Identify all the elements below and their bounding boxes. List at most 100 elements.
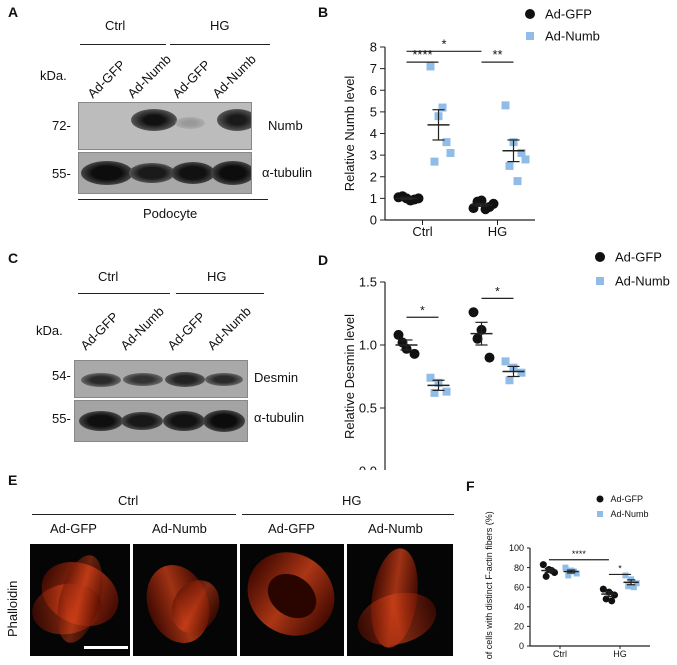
panel-b-y-tick-label: 5: [370, 104, 377, 119]
panel-a-letter: A: [8, 4, 19, 20]
panel-e-hg-bracket: [242, 514, 454, 515]
panel-d-legend-marker-numb: [596, 277, 604, 285]
panel-d-point-numb: [442, 387, 451, 396]
panel-b-point-numb: [426, 62, 435, 71]
panel-a-marker-72: 72-: [52, 118, 71, 133]
panel-f-point-numb: [633, 580, 640, 587]
panel-f-point-gfp: [608, 597, 616, 605]
panel-c-tubulin-blot: [74, 400, 248, 442]
micrograph-ctrl-ad-numb: [133, 544, 237, 656]
panel-b-category-label: HG: [488, 224, 508, 239]
panel-f-y-tick-label: 60: [514, 582, 524, 592]
panel-f-point-numb: [625, 583, 632, 590]
panel-c-group-hg: HG: [207, 269, 227, 284]
panel-a-blot-numb-label: Numb: [268, 118, 303, 133]
panel-b-y-tick-label: 8: [370, 40, 377, 55]
panel-a-ctrl-bracket: [80, 44, 166, 45]
panel-a-lane-3: Ad-GFP: [169, 57, 214, 101]
panel-a-tubulin-blot: [78, 152, 252, 194]
panel-d-y-label: Relative Desmin level: [342, 314, 357, 439]
panel-b-legend-label: Ad-Numb: [545, 29, 600, 44]
panel-d-letter: D: [318, 252, 329, 268]
panel-b-point-gfp: [488, 198, 499, 209]
panel-e-ctrl-bracket: [32, 514, 236, 515]
panel-c-marker-55: 55-: [52, 411, 71, 426]
panel-b-point-numb: [438, 103, 447, 112]
panel-d-point-numb: [501, 357, 510, 366]
panel-d-significance-label: *: [495, 284, 500, 298]
panel-c-ctrl-bracket: [78, 293, 170, 294]
panel-b-category-label: Ctrl: [412, 224, 432, 239]
panel-d-y-tick-label: 0.0: [359, 464, 377, 470]
panel-b-legend-label: Ad-GFP: [545, 7, 592, 22]
panel-e-lane-3: Ad-GFP: [268, 521, 315, 536]
panel-f-significance-label: *: [618, 563, 622, 573]
panel-e-lane-4: Ad-Numb: [368, 521, 423, 536]
panel-d-legend-label: Ad-Numb: [615, 274, 670, 289]
panel-a-lane-2: Ad-Numb: [124, 51, 174, 101]
panel-f-point-numb: [562, 564, 569, 571]
panel-b-letter: B: [318, 4, 329, 20]
panel-c-hg-bracket: [176, 293, 264, 294]
panel-e-group-ctrl: Ctrl: [118, 493, 139, 508]
panel-c-desmin-blot: [74, 360, 248, 398]
panel-f-y-tick-label: 100: [509, 543, 524, 553]
panel-d-y-tick-label: 1.0: [359, 338, 377, 353]
panel-e-lane-1: Ad-GFP: [50, 521, 97, 536]
panel-b-point-numb: [501, 101, 510, 110]
panel-f-y-tick-label: 20: [514, 622, 524, 632]
panel-e-lane-2: Ad-Numb: [152, 521, 207, 536]
panel-a-group-hg: HG: [210, 18, 230, 33]
panel-c-kda-label: kDa.: [36, 323, 63, 338]
panel-f-chart: 0 20 40 60 80 100 Ctrl HG Ratio of cells with di…: [484, 494, 650, 662]
panel-a-footer-line: [78, 199, 268, 200]
panel-b-y-tick-label: 7: [370, 61, 377, 76]
panel-d-point-numb: [430, 388, 439, 397]
panel-d-point-numb: [426, 373, 435, 382]
panel-b-point-numb: [517, 148, 526, 157]
panel-a-kda-label: kDa.: [40, 68, 67, 83]
panel-f-point-numb: [565, 572, 572, 579]
panel-f-legend-marker-gfp: [596, 495, 604, 503]
panel-c-group-ctrl: Ctrl: [98, 269, 119, 284]
panel-f-y-tick-label: 80: [514, 563, 524, 573]
panel-c-lane-2: Ad-Numb: [117, 303, 167, 353]
panel-b-point-gfp: [413, 193, 424, 204]
panel-d-y-tick-label: 0.5: [359, 401, 377, 416]
panel-f-point-gfp: [602, 595, 610, 603]
panel-b-y-tick-label: 6: [370, 83, 377, 98]
panel-b-significance-label: ****: [412, 47, 432, 62]
panel-a-hg-bracket: [170, 44, 270, 45]
panel-b-y-tick-label: 0: [370, 213, 377, 228]
panel-a-lane-4: Ad-Numb: [209, 51, 259, 101]
panel-b-y-tick-label: 1: [370, 191, 377, 206]
panel-f-point-gfp: [599, 585, 607, 593]
panel-e-letter: E: [8, 472, 18, 488]
panel-d-legend-label: Ad-GFP: [615, 250, 662, 265]
panel-f-category-label: Ctrl: [553, 649, 567, 659]
panel-a-blot-tubulin-label: α-tubulin: [262, 165, 313, 180]
panel-f-y-tick-label: 40: [514, 602, 524, 612]
panel-e-group-hg: HG: [342, 493, 362, 508]
panel-b-y-tick-label: 4: [370, 126, 377, 141]
panel-a-lane-1: Ad-GFP: [84, 57, 129, 101]
panel-d-point-gfp: [393, 329, 404, 340]
panel-d-point-numb: [505, 376, 514, 385]
panel-b-significance-label: **: [492, 47, 502, 62]
panel-c-blot-desmin-label: Desmin: [254, 370, 299, 385]
panel-f-point-gfp: [542, 572, 550, 580]
panel-b-point-numb: [513, 177, 522, 186]
panel-a-numb-blot: [78, 102, 252, 150]
panel-a-marker-55: 55-: [52, 166, 71, 181]
panel-c-lane-3: Ad-GFP: [164, 309, 209, 353]
panel-c-lane-4: Ad-Numb: [204, 303, 254, 353]
panel-a-footer: Podocyte: [143, 206, 198, 221]
panel-b-point-numb: [446, 148, 455, 157]
panel-c-lane-1: Ad-GFP: [77, 309, 122, 353]
panel-d-significance-label: *: [420, 303, 425, 317]
panel-b-legend-marker-numb: [526, 32, 534, 40]
panel-f-significance-label: ****: [572, 549, 587, 559]
panel-f-legend-marker-numb: [597, 511, 603, 517]
panel-f-y-label: Ratio of cells with distinct F-actin fib…: [484, 511, 494, 662]
panel-f-point-numb: [622, 572, 629, 579]
